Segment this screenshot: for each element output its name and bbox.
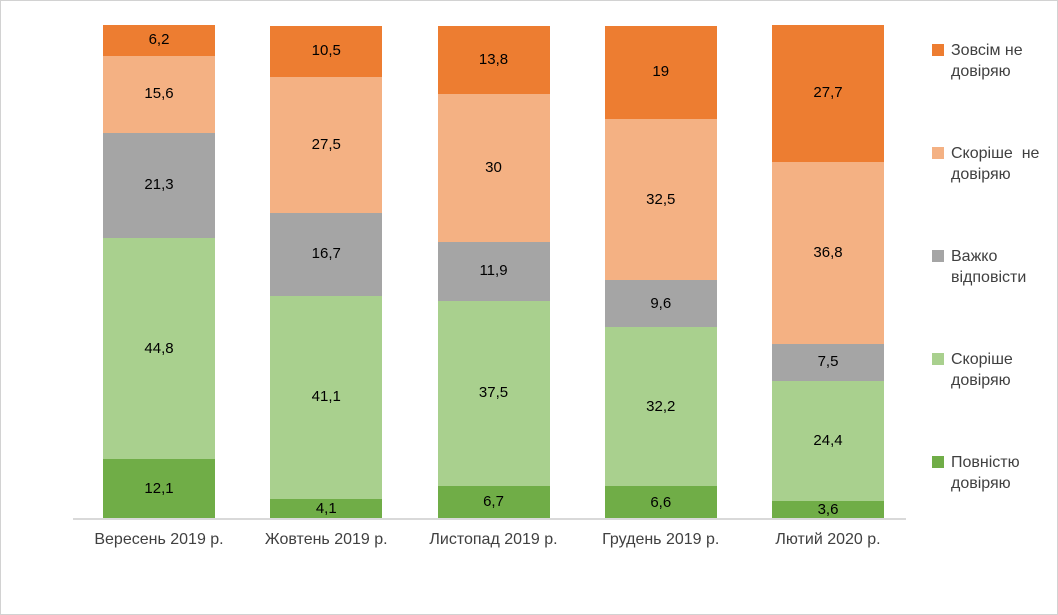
data-label: 6,6 xyxy=(650,493,672,511)
data-label: 37,5 xyxy=(478,384,509,402)
bar-column: 6,7 37,5 11,9 30 13,8 xyxy=(437,25,550,519)
data-label: 3,6 xyxy=(817,501,839,519)
bar-segment: 12,1 xyxy=(103,459,215,519)
bar-segment: 16,7 xyxy=(270,213,383,296)
bar-segment: 32,5 xyxy=(604,119,717,280)
legend-item: Повністю довіряю xyxy=(932,452,1050,494)
legend: Зовсім не довіряю Скоріше не довіряю Важко… xyxy=(932,40,1050,494)
legend-swatch xyxy=(932,353,944,365)
data-label: 16,7 xyxy=(311,245,341,263)
bar-segment: 15,6 xyxy=(103,55,215,133)
bar-column: 3,6 24,4 7,5 36,8 27,7 xyxy=(772,25,884,519)
bar-segment: 21,3 xyxy=(103,132,215,238)
bar-segment: 6,7 xyxy=(437,485,550,519)
data-label: 32,2 xyxy=(646,397,676,415)
x-axis-label: Лютий 2020 р. xyxy=(775,531,881,548)
bar-segment: 44,8 xyxy=(103,237,215,460)
bar-segment: 19 xyxy=(604,25,717,120)
data-label: 9,6 xyxy=(650,294,672,312)
legend-swatch xyxy=(932,250,944,262)
bar-segment: 24,4 xyxy=(772,380,884,502)
x-axis-labels: Вересень 2019 р. Жовтень 2019 р. Листопад … xyxy=(73,530,906,554)
legend-label: Повністю довіряю xyxy=(951,454,1025,492)
data-label: 7,5 xyxy=(817,353,839,371)
data-label: 10,5 xyxy=(311,42,341,60)
bar-segment: 7,5 xyxy=(772,343,884,381)
plot-area: 12,1 44,8 21,3 15,6 6,2 4,1 41,1 16,7 27,5 10,5 6,… xyxy=(73,1,906,519)
x-axis-line xyxy=(73,518,906,520)
data-label: 12,1 xyxy=(144,480,174,498)
data-label: 15,6 xyxy=(144,85,174,103)
bar-segment: 30 xyxy=(437,93,550,242)
data-label: 19 xyxy=(652,63,670,81)
legend-item: Зовсім не довіряю xyxy=(932,40,1050,82)
bar-segment: 13,8 xyxy=(437,25,550,94)
data-label: 41,1 xyxy=(311,388,341,406)
bar-segment: 27,5 xyxy=(270,77,383,214)
data-label: 11,9 xyxy=(479,262,508,280)
bar-column: 4,1 41,1 16,7 27,5 10,5 xyxy=(270,25,383,519)
bar-segment: 41,1 xyxy=(270,295,383,499)
legend-label: Зовсім не довіряю xyxy=(951,42,1028,80)
legend-item: Важко відповісти xyxy=(932,246,1050,288)
bar-segment: 10,5 xyxy=(270,25,383,78)
bar-segment: 4,1 xyxy=(270,498,383,519)
x-axis-label: Жовтень 2019 р. xyxy=(264,531,388,548)
bar-segment: 32,2 xyxy=(604,327,717,487)
data-label: 36,8 xyxy=(813,243,843,261)
data-label: 4,1 xyxy=(315,499,337,517)
legend-item: Скоріше не довіряю xyxy=(932,143,1050,185)
legend-label: Скоріше не довіряю xyxy=(951,145,1044,183)
bar-segment: 27,7 xyxy=(772,25,884,162)
legend-swatch xyxy=(932,44,944,56)
legend-swatch xyxy=(932,147,944,159)
data-label: 6,7 xyxy=(483,493,504,511)
bar-segment: 6,6 xyxy=(604,486,717,519)
legend-swatch xyxy=(932,456,944,468)
x-axis-label: Листопад 2019 р. xyxy=(429,531,558,548)
bar-segment: 11,9 xyxy=(437,241,550,301)
bar-segment: 9,6 xyxy=(604,279,717,328)
legend-label: Скоріше довіряю xyxy=(951,351,1018,389)
legend-item: Скоріше довіряю xyxy=(932,349,1050,391)
data-label: 6,2 xyxy=(148,31,170,49)
bar-column: 6,6 32,2 9,6 32,5 19 xyxy=(604,25,717,519)
data-label: 24,4 xyxy=(813,431,843,449)
bar-segment: 36,8 xyxy=(772,161,884,344)
bar-segment: 37,5 xyxy=(437,300,550,486)
bar-column: 12,1 44,8 21,3 15,6 6,2 xyxy=(103,25,215,519)
data-label: 30 xyxy=(485,158,502,176)
bar-segment: 3,6 xyxy=(772,501,884,519)
data-label: 27,5 xyxy=(311,136,341,154)
data-label: 32,5 xyxy=(646,190,676,208)
legend-label: Важко відповісти xyxy=(951,248,1027,286)
x-axis-label: Вересень 2019 р. xyxy=(94,531,224,548)
bar-segment: 6,2 xyxy=(103,25,215,56)
data-label: 27,7 xyxy=(813,84,843,102)
data-label: 21,3 xyxy=(144,176,174,194)
x-axis-label: Грудень 2019 р. xyxy=(602,531,720,548)
data-label: 44,8 xyxy=(144,339,174,357)
data-label: 13,8 xyxy=(478,50,509,68)
